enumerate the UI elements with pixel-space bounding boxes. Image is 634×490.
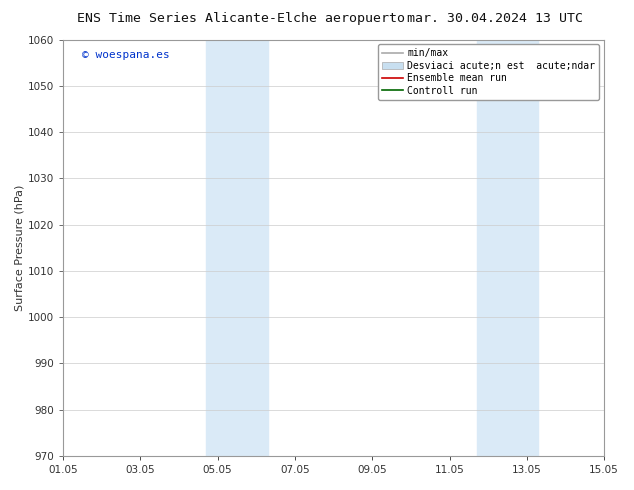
Y-axis label: Surface Pressure (hPa): Surface Pressure (hPa)	[15, 185, 25, 311]
Text: © woespana.es: © woespana.es	[82, 50, 170, 60]
Bar	[477, 40, 538, 456]
Bar	[206, 40, 268, 456]
Legend: min/max, Desviaci acute;n est  acute;ndar, Ensemble mean run, Controll run: min/max, Desviaci acute;n est acute;ndar…	[378, 45, 599, 99]
Text: ENS Time Series Alicante-Elche aeropuerto: ENS Time Series Alicante-Elche aeropuert…	[77, 12, 405, 25]
Text: mar. 30.04.2024 13 UTC: mar. 30.04.2024 13 UTC	[406, 12, 583, 25]
